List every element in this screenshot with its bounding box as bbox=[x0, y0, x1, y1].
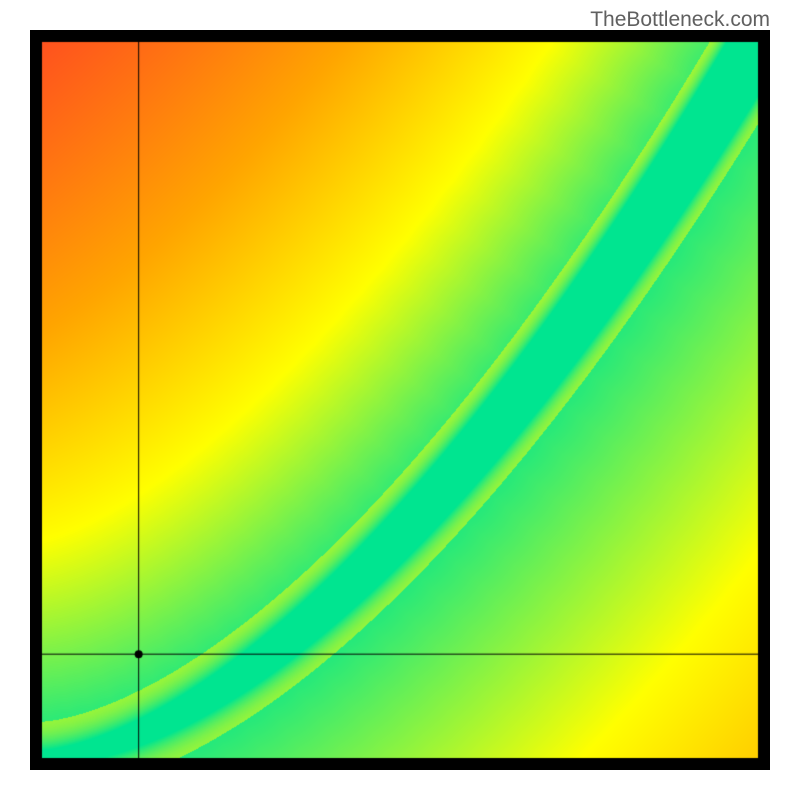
heatmap-canvas bbox=[30, 30, 770, 770]
chart-container: TheBottleneck.com bbox=[0, 0, 800, 800]
plot-area bbox=[30, 30, 770, 770]
watermark: TheBottleneck.com bbox=[590, 8, 770, 32]
